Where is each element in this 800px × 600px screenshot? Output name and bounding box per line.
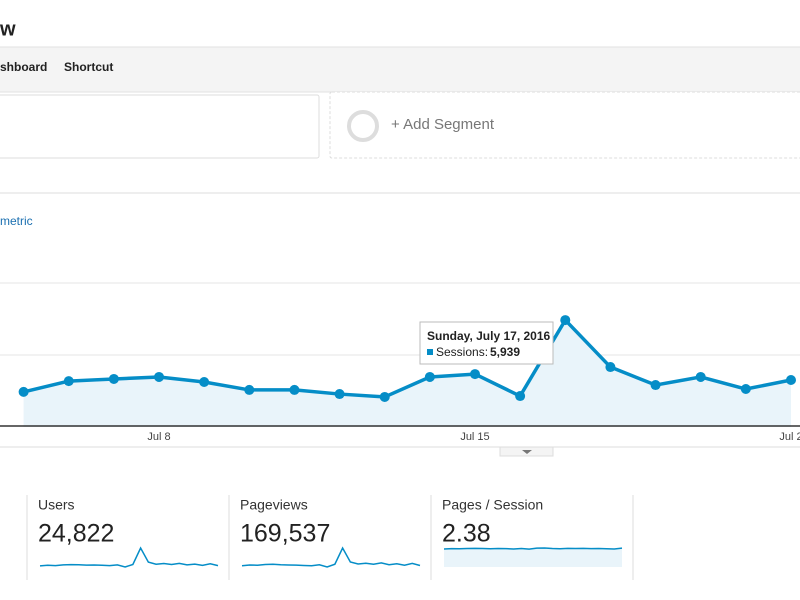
point	[695, 371, 706, 382]
metric-value: 169,537	[240, 520, 330, 548]
point	[560, 315, 571, 326]
sparkline-area	[444, 548, 622, 567]
point	[515, 391, 526, 402]
point	[199, 377, 210, 387]
point	[108, 373, 119, 384]
tooltip: Sunday, July 17, 2016 Sessions: 5,939	[419, 321, 554, 365]
metric-label: Pageviews	[240, 497, 308, 513]
tooltip-value: 5,939	[490, 345, 520, 359]
add-segment-box[interactable]	[329, 91, 800, 159]
x-tick-label: Jul 8	[147, 431, 170, 443]
metric-link[interactable]: metric	[0, 214, 33, 228]
tooltip-label: Sessions:	[436, 345, 488, 359]
point	[289, 384, 300, 395]
metrics: Users 24,822 Pageviews 169,537 Pages / Sessi…	[26, 495, 634, 580]
toolbar	[0, 46, 800, 93]
point	[63, 376, 74, 387]
point	[379, 391, 390, 402]
area	[23, 320, 791, 427]
point	[244, 384, 255, 395]
sparkline	[241, 546, 421, 568]
x-tick-label: Jul 2	[779, 431, 800, 443]
segment-box[interactable]	[0, 94, 320, 159]
metric-label: Users	[38, 497, 75, 513]
point	[470, 369, 480, 380]
tooltip-swatch	[427, 349, 433, 355]
point	[785, 375, 796, 386]
add-segment[interactable]: + Add Segment	[391, 116, 495, 133]
metric-value: 24,822	[38, 520, 114, 548]
sparkline	[443, 547, 623, 550]
nav-item[interactable]: Shortcut	[64, 60, 113, 74]
tooltip-title: Sunday, July 17, 2016	[427, 329, 551, 343]
collapse-arrow	[522, 450, 532, 454]
sparkline	[39, 546, 219, 568]
chart: Jul 8 Jul 15 Jul 2	[0, 282, 800, 443]
tooltip-box	[419, 321, 554, 365]
page-title: w	[0, 18, 16, 40]
point	[154, 371, 165, 382]
point	[424, 371, 435, 382]
point	[334, 389, 345, 400]
x-tick-label: Jul 15	[460, 431, 489, 443]
point	[740, 384, 751, 395]
metric-value: 2.38	[442, 520, 491, 548]
nav-item[interactable]: shboard	[0, 60, 47, 74]
point	[18, 386, 29, 397]
point	[650, 380, 661, 391]
line	[23, 318, 792, 399]
segment-icon	[347, 110, 379, 142]
metric-label: Pages / Session	[442, 497, 543, 513]
point	[605, 362, 616, 373]
